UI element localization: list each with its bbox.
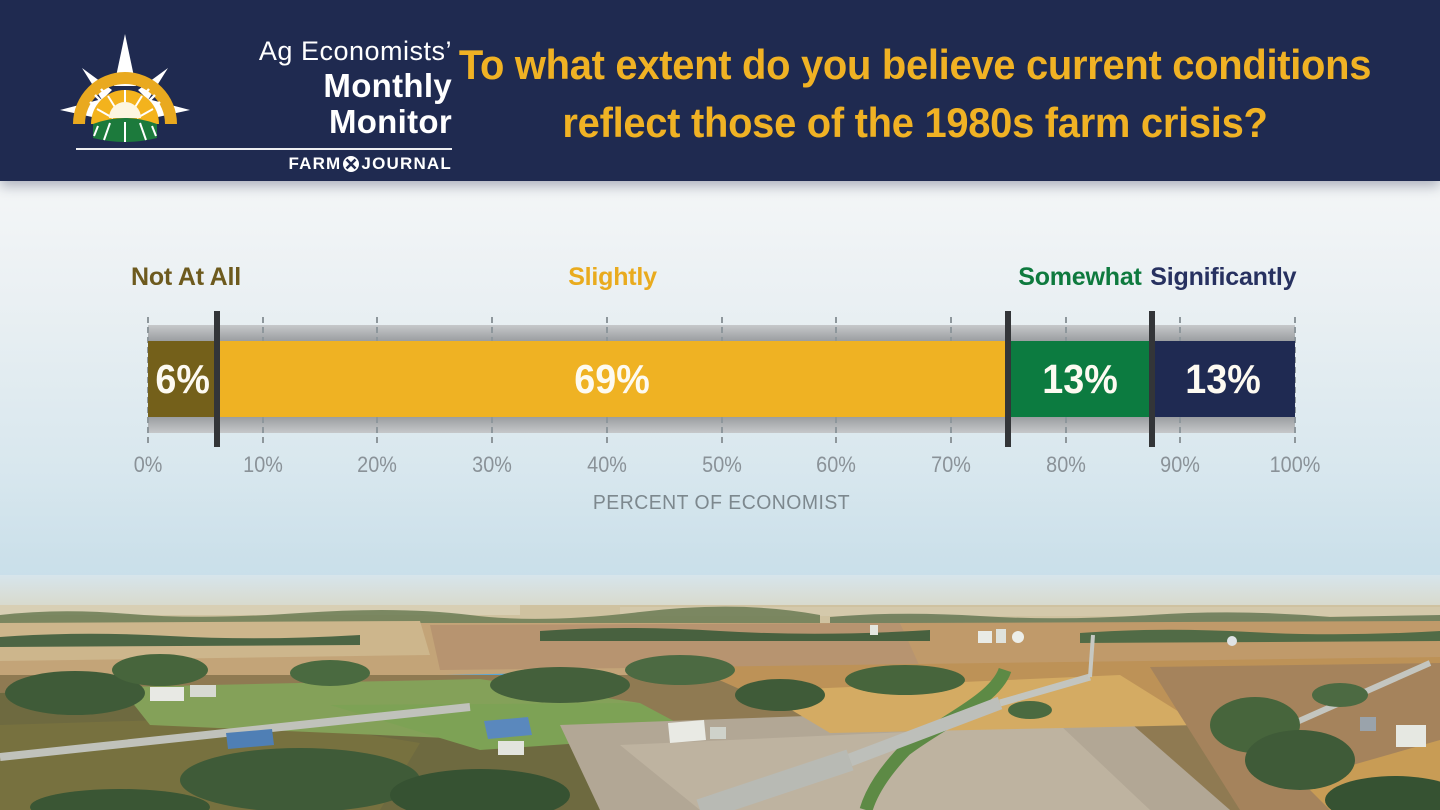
farm-journal-brand: FARM JOURNAL [190,154,452,174]
sky-haze [0,575,1440,609]
segment-divider-line [1005,311,1012,447]
category-label-significantly: Significantly [1150,263,1297,291]
gridline-tick [1294,317,1296,443]
bar-track: 6% 69% 13% 13% [147,311,1296,447]
category-label-somewhat: Somewhat [1018,263,1142,291]
segment-divider-line [1148,311,1155,447]
header-band: Ag Economists’ Monthly Monitor FARM JOUR… [0,0,1440,181]
brand-journal: JOURNAL [361,154,452,173]
x-axis-tick-labels: 0% 10% 20% 30% 40% 50% 60% 70% 80% 90% 100% [134,452,1321,480]
logo-divider-line [76,148,452,150]
category-label-slightly: Slightly [568,263,657,291]
farmland-aerial-photo [0,575,1440,810]
x-axis-tick-label: 0% [133,452,163,477]
x-axis-tick-label: 60% [816,452,857,477]
x-axis-tick-label: 20% [357,452,398,477]
x-axis-tick-label: 70% [931,452,971,477]
logo-line-monitor: Monitor [328,103,452,140]
x-axis-tick-label: 30% [472,452,512,477]
farm-journal-x-icon [343,156,360,172]
segment-value-label: 6% [155,355,210,402]
logo-line-ag-economists: Ag Economists’ [258,36,452,66]
segment-value-label: 13% [1185,355,1262,402]
compass-sun-field-logo-icon [60,34,190,142]
brand-farm: FARM [288,154,342,173]
bar-segment-not-at-all: 6% [148,341,217,417]
category-label-not-at-all: Not At All [131,263,242,291]
segment-value-label: 69% [574,355,651,402]
farm-buildings [150,636,1426,755]
x-axis-tick-label: 90% [1160,452,1201,477]
x-axis-tick-label: 50% [701,452,742,477]
x-axis-title: PERCENT OF ECONOMIST [592,492,851,514]
trees [5,654,1440,810]
bar-segment-somewhat: 13% [1008,341,1152,417]
title-line-1: To what extent do you believe current co… [458,41,1372,88]
x-axis-tick-label: 10% [242,452,283,477]
segment-value-label: 13% [1042,355,1118,402]
category-labels: Not At All Slightly Somewhat Significantly [131,263,1297,293]
segment-divider-line [213,311,220,447]
x-axis-tick-label: 40% [586,452,627,477]
x-axis-tick-label: 100% [1269,452,1321,477]
logo-line-monthly: Monthly [323,67,452,104]
x-axis-tick-label: 80% [1045,452,1086,477]
ag-economists-monthly-monitor-logo: Ag Economists’ Monthly Monitor FARM JOUR… [60,30,452,180]
title-line-2: reflect those of the 1980s farm crisis? [562,99,1268,146]
chart-question-title: To what extent do you believe current co… [454,36,1376,152]
bar-segment-slightly: 69% [216,341,1009,417]
bar-segment-significantly: 13% [1151,341,1295,417]
